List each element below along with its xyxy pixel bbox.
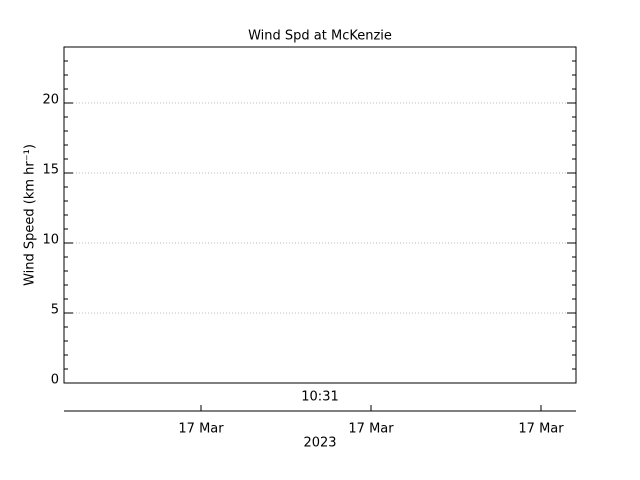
y-tick-label: 0 — [51, 373, 59, 388]
y-tick-label: 10 — [42, 233, 59, 248]
chart-title: Wind Spd at McKenzie — [248, 29, 392, 44]
time-label: 10:31 — [301, 390, 338, 405]
y-axis-label: Wind Speed (km hr⁻¹) — [23, 144, 38, 286]
y-tick-label: 20 — [42, 93, 59, 108]
date-tick-label: 17 Mar — [178, 422, 224, 437]
date-tick-label: 17 Mar — [348, 422, 394, 437]
year-label: 2023 — [303, 436, 336, 451]
date-tick-label: 17 Mar — [518, 422, 564, 437]
y-tick-label: 5 — [51, 303, 59, 318]
y-tick-label: 15 — [42, 163, 59, 178]
